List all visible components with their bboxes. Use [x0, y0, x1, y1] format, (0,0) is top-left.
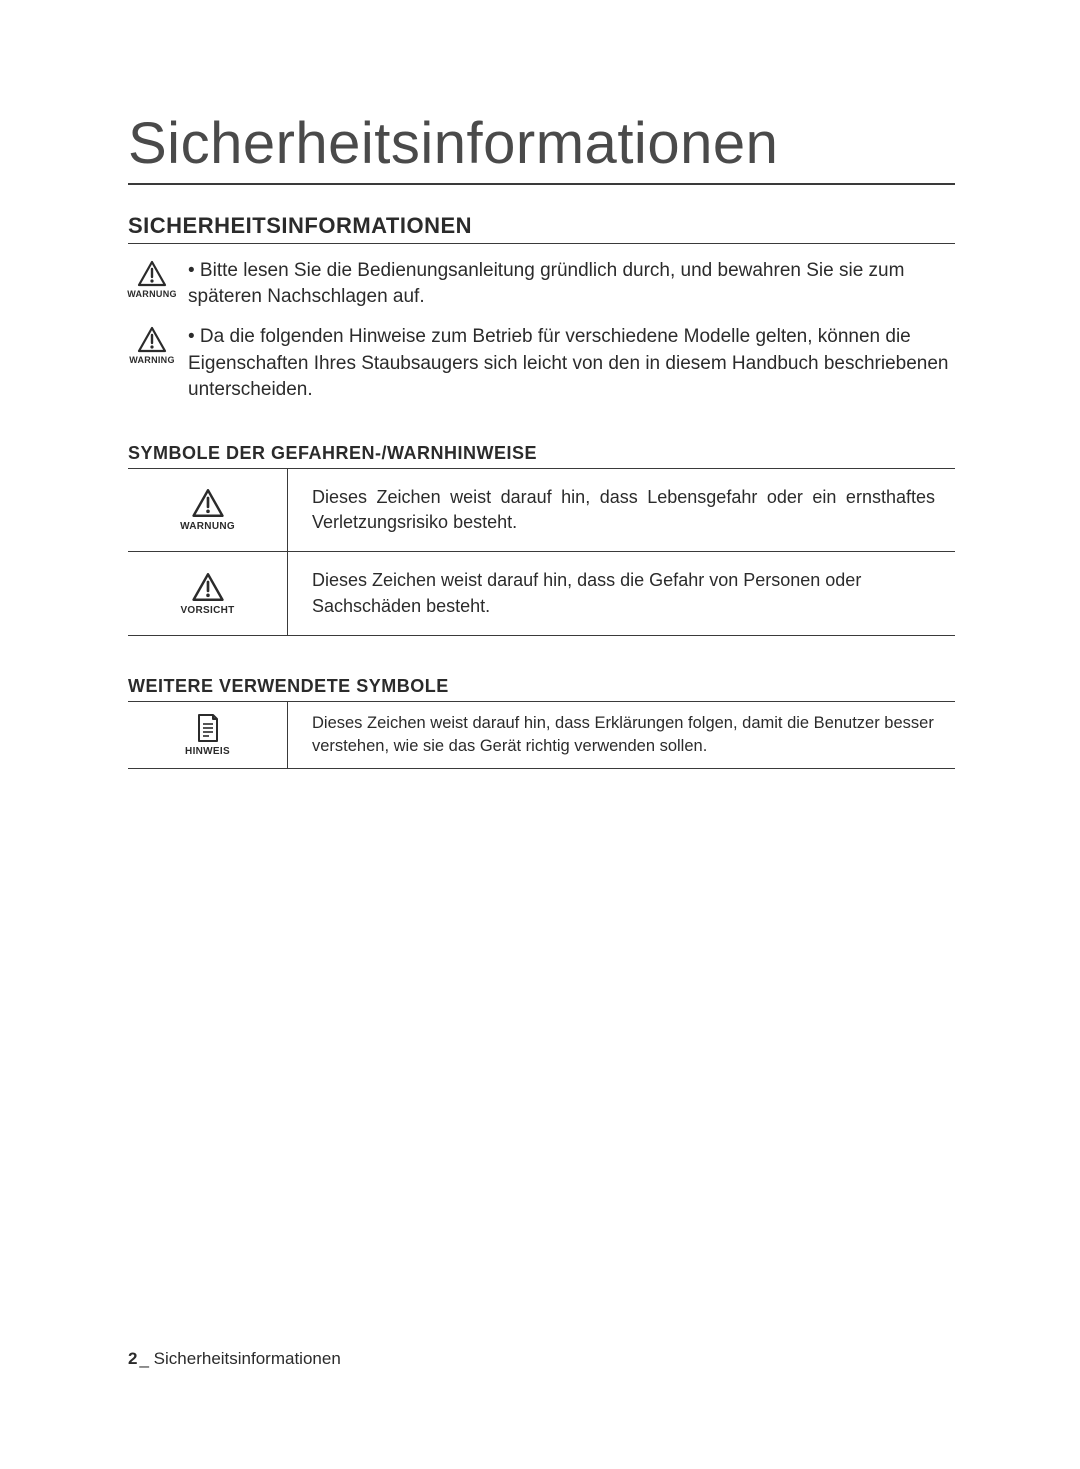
symbol-table-row: HINWEIS Dieses Zeichen weist darauf hin,…: [128, 702, 955, 769]
warning-icon-column: WARNING: [128, 324, 176, 365]
symbol-label: HINWEIS: [185, 746, 230, 757]
page: Sicherheitsinformationen SICHERHEITSINFO…: [0, 0, 1080, 1469]
section-heading: SICHERHEITSINFORMATIONEN: [128, 213, 955, 244]
symbol-description: Dieses Zeichen weist darauf hin, dass di…: [288, 552, 955, 634]
symbol-cell-icon: HINWEIS: [128, 702, 288, 768]
footer-separator: _: [139, 1349, 148, 1368]
symbol-label: VORSICHT: [180, 605, 234, 616]
warning-text: • Da die folgenden Hinweise zum Betrieb …: [188, 324, 955, 403]
symbol-label: WARNUNG: [180, 521, 235, 532]
symbol-description: Dieses Zeichen weist darauf hin, dass Er…: [288, 702, 955, 768]
warning-icon: [137, 260, 167, 287]
caution-icon: [191, 572, 225, 602]
page-number: 2: [128, 1349, 137, 1368]
page-title: Sicherheitsinformationen: [128, 110, 955, 185]
symbol-description: Dieses Zeichen weist darauf hin, dass Le…: [288, 469, 955, 551]
warning-icon-label: WARNING: [129, 355, 175, 365]
symbol-cell-icon: VORSICHT: [128, 552, 288, 634]
warning-icon: [137, 326, 167, 353]
sub-heading: WEITERE VERWENDETE SYMBOLE: [128, 676, 955, 702]
note-icon: [195, 713, 221, 743]
warning-text: • Bitte lesen Sie die Bedienungsanleitun…: [188, 258, 955, 310]
warning-block: WARNING • Da die folgenden Hinweise zum …: [128, 324, 955, 403]
symbol-cell-icon: WARNUNG: [128, 469, 288, 551]
warning-block: WARNUNG • Bitte lesen Sie die Bedienungs…: [128, 258, 955, 310]
sub-heading: SYMBOLE DER GEFAHREN-/WARNHINWEISE: [128, 443, 955, 469]
warning-icon-label: WARNUNG: [127, 289, 177, 299]
page-footer: 2_ Sicherheitsinformationen: [128, 1349, 341, 1369]
warning-icon-column: WARNUNG: [128, 258, 176, 299]
warning-icon: [191, 488, 225, 518]
symbol-table-row: VORSICHT Dieses Zeichen weist darauf hin…: [128, 552, 955, 635]
symbol-table-row: WARNUNG Dieses Zeichen weist darauf hin,…: [128, 469, 955, 552]
footer-label: Sicherheitsinformationen: [154, 1349, 341, 1368]
